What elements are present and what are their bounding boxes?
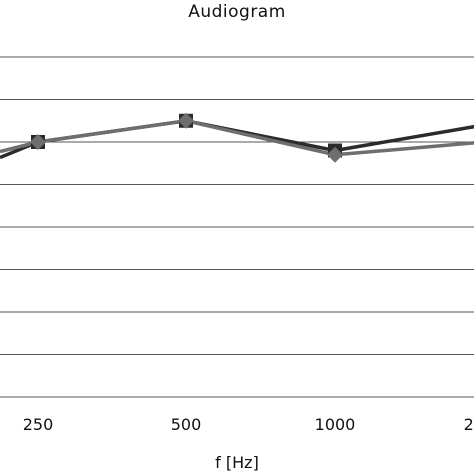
series-line-1 [0, 119, 474, 160]
marker-layer [30, 112, 343, 163]
series-2-marker [327, 146, 343, 163]
x-axis-label: f [Hz] [215, 453, 259, 472]
series-2-marker [30, 134, 46, 150]
series-2-marker [178, 112, 194, 129]
x-tick-label: 2000 [464, 415, 474, 434]
x-tick-label: 1000 [315, 415, 356, 434]
chart-title: Audiogram [188, 2, 286, 22]
x-tick-label: 500 [171, 415, 202, 434]
x-tick-label: 250 [23, 415, 54, 434]
grid-layer [0, 56, 474, 398]
tick-layer: 250 500 1000 2000 [23, 415, 474, 434]
series-layer [0, 119, 474, 160]
